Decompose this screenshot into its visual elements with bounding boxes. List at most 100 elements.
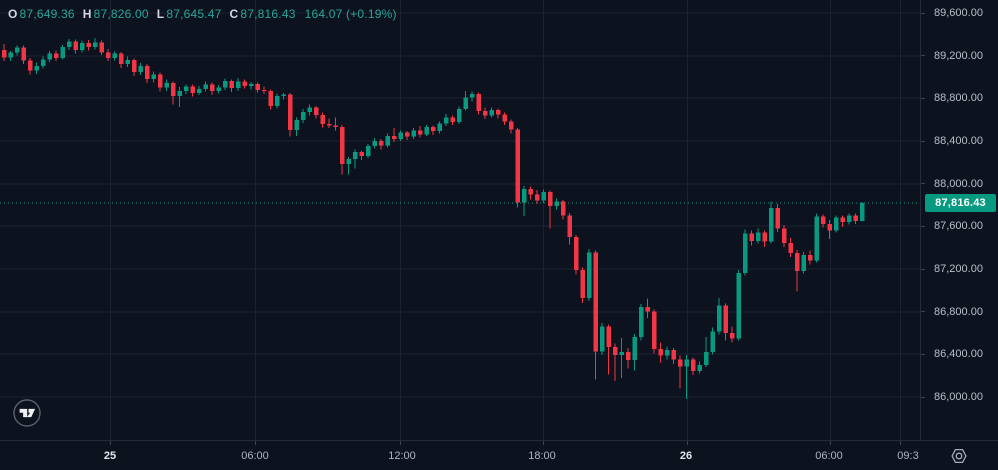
candle-body [209,84,215,91]
candle-body [170,83,176,96]
candle-body [27,60,33,71]
candle-body [424,127,429,135]
ohlc-low: L 87,645.47 [157,7,222,21]
candle-body [573,237,579,271]
candle-body [651,311,657,349]
candle-body [625,352,631,360]
candle-body [151,74,156,80]
price-axis-tick [921,311,925,312]
candle-body [749,233,754,242]
candle-body [677,359,683,367]
time-axis-label: 06:00 [815,450,843,462]
candle-body [183,86,189,92]
ohlc-low-label: L [156,7,165,21]
candle-body [619,352,624,356]
candle-body [339,127,345,164]
price-axis[interactable]: 87,816.43 89,600.00 89,200.00 88,800.00 88,… [920,0,998,440]
candle-body [658,348,663,356]
candle-body [593,252,598,352]
ohlc-close-value: 87,816.43 [240,7,296,21]
price-axis-label: 86,800.00 [934,305,983,318]
time-axis-tick [900,441,901,445]
candle-body [300,111,306,121]
candle-body [242,81,247,87]
candle-body [287,94,293,131]
candle-body [144,66,150,80]
price-axis-tick [921,226,925,227]
candle-body [105,52,111,59]
candle-body [346,158,351,164]
candle-body [476,93,481,111]
price-axis-tick [921,397,925,398]
candle-body [66,41,72,47]
time-axis-label: 18:00 [528,450,556,462]
ohlc-open: O 87,649.36 [8,7,75,21]
time-axis-label: 06:00 [241,450,269,462]
ohlc-low-value: 87,645.47 [166,7,222,21]
candle-body [450,117,455,122]
candle-body [365,146,371,157]
time-axis-tick [830,441,831,445]
current-price-badge: 87,816.43 [925,194,996,213]
axis-settings-button[interactable] [949,446,969,466]
candle-body [755,232,761,242]
ohlc-close-label: C [229,7,239,21]
candle-body [118,53,124,65]
candlestick-plot[interactable] [0,0,920,440]
price-axis-label: 86,000.00 [934,391,983,403]
candle-body [528,188,533,195]
price-axis-label: 88,400.00 [934,135,983,147]
candle-body [229,81,234,89]
candle-body [710,331,715,353]
price-axis-tick [921,269,925,270]
candle-body [268,91,273,107]
candle-body [612,347,618,356]
price-axis-tick [921,354,925,355]
candle-body [723,305,728,333]
candle-body [560,201,566,216]
candle-body [274,95,280,107]
candle-body [385,135,390,146]
candle-body [697,364,702,372]
candle-body [827,223,832,231]
candle-body [463,97,468,109]
candle-body [47,53,52,60]
time-axis-label: 26 [679,450,693,462]
time-axis[interactable]: 25 06:00 12:00 18:00 26 06:00 09:3 [0,440,920,470]
candle-body [437,123,442,132]
candle-body [853,215,858,222]
candle-body [34,65,39,71]
candle-body [359,152,364,157]
price-axis-tick [921,55,925,56]
candle-body [21,47,26,61]
candle-body [664,349,670,356]
candle-body [846,215,852,222]
price-axis-tick [921,98,925,99]
candle-body [742,233,748,274]
candle-body [86,43,91,48]
candle-body [60,46,65,58]
candle-body [606,326,611,348]
candle-body [320,114,325,124]
candle-body [521,188,527,203]
candle-body [261,89,267,92]
price-axis-label: 88,000.00 [934,177,983,190]
ohlc-high: H 87,826.00 [83,7,149,21]
candle-body [495,109,501,115]
candle-body [554,201,559,206]
candle-body [131,60,137,72]
candle-body [326,123,332,126]
gear-icon [951,448,967,464]
candle-body [547,192,553,206]
time-axis-tick [400,441,401,445]
chart-plot-area[interactable]: O 87,649.36 H 87,826.00 L 87,645.47 C 87… [0,0,920,440]
candle-body [599,326,605,352]
candle-body [372,140,377,147]
candle-body [40,59,46,66]
candle-body [541,192,546,201]
time-axis-tick [543,441,544,445]
candle-body [248,83,254,87]
candle-body [1,50,7,58]
candle-body [788,243,793,253]
tradingview-logo[interactable] [10,396,44,430]
